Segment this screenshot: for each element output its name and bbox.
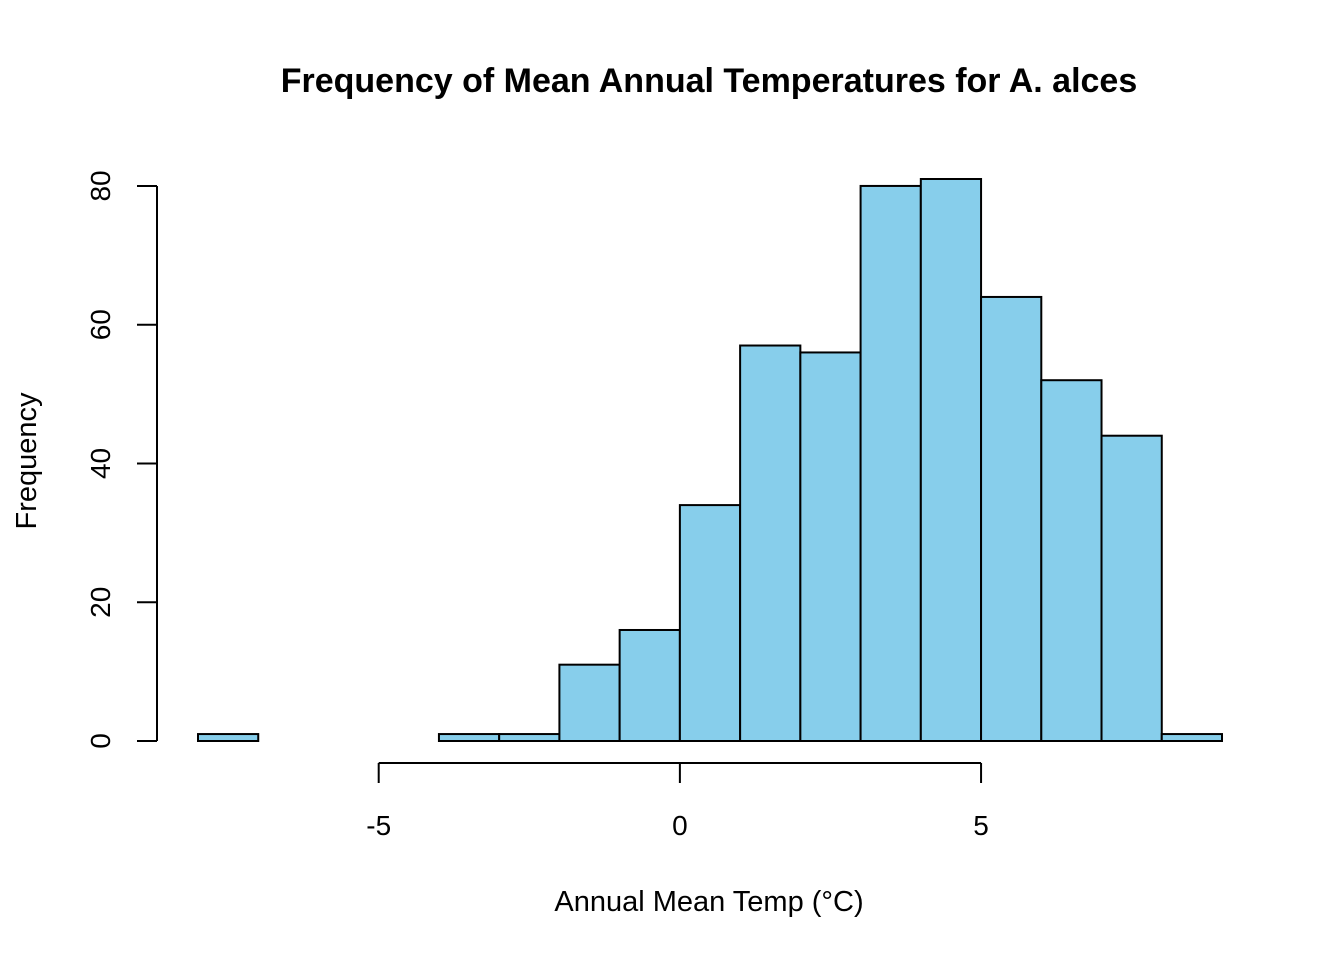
y-tick-label: 40 [85,448,116,479]
histogram-bar-0 [197,733,260,742]
y-tick-label: 20 [85,587,116,618]
histogram-bar-7 [618,628,681,743]
histogram-bar-15 [1100,434,1163,742]
histogram-bar-8 [678,504,742,742]
y-axis: 0 20 40 60 80 [85,170,158,749]
x-axis: -5 0 5 [366,762,989,841]
x-tick-label: -5 [366,810,391,841]
y-tick-label: 0 [85,733,116,749]
histogram-bar-10 [799,351,862,742]
histogram-bar-9 [739,344,802,742]
histogram-bar-12 [919,178,983,742]
y-tick-label: 60 [85,309,116,340]
y-axis-label: Frequency [11,392,43,530]
x-axis-label: Annual Mean Temp (°C) [554,886,863,918]
histogram-bar-14 [1040,379,1103,742]
histogram-bar-11 [859,184,922,742]
histogram-bars [197,178,1223,743]
y-tick-label: 80 [85,170,116,201]
x-tick-label: 5 [973,810,989,841]
histogram-bar-16 [1160,733,1223,742]
x-tick-label: 0 [672,810,688,841]
chart-title: Frequency of Mean Annual Temperatures fo… [281,62,1138,100]
histogram-bar-6 [558,663,621,742]
histogram-bar-13 [980,295,1043,742]
histogram-bar-4 [437,733,501,742]
histogram-bar-5 [498,733,561,742]
